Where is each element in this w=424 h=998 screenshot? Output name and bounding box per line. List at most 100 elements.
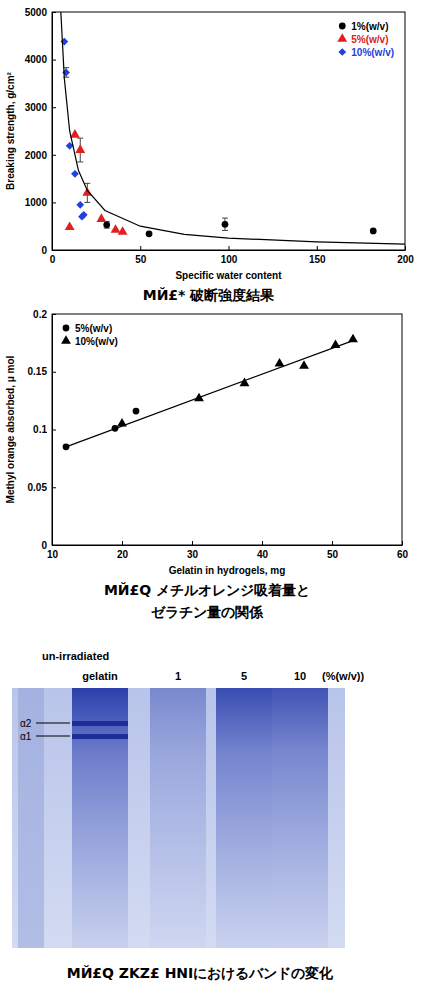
gel-lane bbox=[150, 688, 206, 948]
tick-mark bbox=[122, 541, 123, 545]
error-bar bbox=[104, 221, 110, 228]
legend-symbol bbox=[339, 23, 346, 30]
legend-symbol bbox=[338, 48, 346, 56]
gel-figure: un-irradiatedgelatin1510(%(w/v))α2α1MЙ£Q… bbox=[12, 650, 365, 981]
tick-mark bbox=[52, 12, 56, 13]
chart: 10203040506000.050.10.150.2Gelatin in hy… bbox=[5, 309, 408, 620]
tick-label: 50 bbox=[135, 254, 147, 265]
point bbox=[299, 360, 309, 369]
point bbox=[76, 201, 84, 209]
x-axis: 102030405060 bbox=[47, 541, 409, 560]
tick-mark bbox=[317, 246, 318, 250]
chart: 050100150200010002000300040005000Specifi… bbox=[5, 7, 414, 303]
tick-label: 0.1 bbox=[33, 424, 47, 435]
tick-mark bbox=[192, 541, 193, 545]
y-axis-title: Breaking strength, g/cm² bbox=[5, 71, 16, 189]
error-bar-line bbox=[84, 183, 90, 184]
point bbox=[133, 408, 140, 415]
tick-mark bbox=[52, 250, 56, 251]
point bbox=[275, 358, 285, 367]
gel-header: un-irradiated bbox=[42, 650, 109, 662]
tick-label: 0 bbox=[41, 540, 47, 551]
lane-label: gelatin bbox=[82, 670, 118, 682]
tick-label: 0.15 bbox=[28, 366, 48, 377]
axis-line bbox=[53, 545, 403, 546]
axis-line bbox=[53, 250, 406, 251]
gel-lane bbox=[272, 688, 328, 948]
point bbox=[222, 221, 229, 228]
tick: 1000 bbox=[25, 197, 56, 208]
tick: 0.2 bbox=[33, 309, 56, 320]
tick-label: 1000 bbox=[25, 197, 48, 208]
tick-mark bbox=[229, 246, 230, 250]
tick-label: 0 bbox=[41, 245, 47, 256]
point bbox=[70, 129, 80, 138]
tick: 0.05 bbox=[28, 482, 56, 493]
caption: MЙ£Q メチルオレンジ吸着量と bbox=[104, 582, 310, 598]
tick-label: 0.05 bbox=[28, 482, 48, 493]
tick: 40 bbox=[257, 541, 269, 560]
tick-label: 2000 bbox=[25, 150, 48, 161]
gel-lane bbox=[72, 688, 128, 948]
tick-label: 0.2 bbox=[33, 309, 47, 320]
ladder-lane bbox=[18, 688, 44, 948]
legend-label: 1%(w/v) bbox=[351, 21, 388, 32]
legend: 1%(w/v) 5%(w/v) 10%(w/v) bbox=[337, 21, 394, 58]
caption: MЙ£Q ZKZ£ HNIにおけるバンドの変化 bbox=[67, 965, 335, 981]
legend-entry: 10%(w/v) bbox=[338, 47, 394, 58]
tick: 50 bbox=[327, 541, 339, 560]
axis-line bbox=[52, 13, 53, 251]
tick-label: 150 bbox=[309, 254, 326, 265]
band-label: α1 bbox=[20, 731, 32, 742]
legend: 5%(w/v)10%(w/v) bbox=[61, 323, 118, 347]
tick-mark bbox=[52, 155, 56, 156]
gel-lane bbox=[216, 688, 272, 948]
lane-label: 10 bbox=[294, 670, 306, 682]
legend-label: 5%(w/v) bbox=[75, 323, 112, 334]
plot-frame bbox=[52, 12, 405, 250]
tick-label: 50 bbox=[327, 549, 339, 560]
point bbox=[96, 213, 106, 222]
tick-label: 20 bbox=[117, 549, 129, 560]
tick-mark bbox=[52, 314, 56, 315]
plot-frame bbox=[52, 314, 402, 545]
y-axis-title: Methyl orange absorbed, μ mol bbox=[5, 355, 16, 503]
tick-label: 100 bbox=[221, 254, 238, 265]
tick: 3000 bbox=[25, 102, 56, 113]
tick-mark bbox=[52, 202, 56, 203]
tick: 4000 bbox=[25, 54, 56, 65]
lane-label: 5 bbox=[241, 670, 247, 682]
tick-mark bbox=[262, 541, 263, 545]
legend-entry: 5%(w/v) bbox=[63, 323, 113, 334]
caption: MЙ£* 破断強度結果 bbox=[143, 287, 276, 303]
point bbox=[103, 221, 110, 228]
tick-label: 4000 bbox=[25, 54, 48, 65]
error-bar bbox=[222, 218, 228, 230]
point bbox=[75, 144, 85, 153]
point bbox=[65, 221, 75, 230]
plot-area bbox=[60, 12, 405, 244]
band-pointer bbox=[36, 736, 70, 737]
legend-symbol bbox=[61, 335, 71, 344]
band-pointer bbox=[36, 723, 70, 724]
tick-mark bbox=[52, 60, 56, 61]
band-label: α2 bbox=[20, 718, 32, 729]
tick-label: 0 bbox=[50, 254, 56, 265]
tick-label: 60 bbox=[397, 549, 409, 560]
y-axis: 0 1000 2000 3000 4000 5000 bbox=[25, 7, 56, 256]
tick: 150 bbox=[309, 246, 326, 265]
tick-label: 40 bbox=[257, 549, 269, 560]
fit-line bbox=[66, 341, 353, 447]
tick-mark bbox=[402, 541, 403, 545]
point bbox=[80, 211, 88, 219]
tick: 0 bbox=[41, 245, 56, 256]
page: 050100150200010002000300040005000Specifi… bbox=[0, 0, 424, 998]
tick-label: 30 bbox=[187, 549, 199, 560]
tick: 20 bbox=[117, 541, 129, 560]
tick: 60 bbox=[397, 541, 409, 560]
tick-label: 5000 bbox=[25, 7, 48, 18]
tick-mark bbox=[52, 545, 56, 546]
caption: ゼラチン量の関係 bbox=[151, 604, 264, 620]
legend-label: 10%(w/v) bbox=[351, 47, 394, 58]
legend-label: 5%(w/v) bbox=[351, 34, 388, 45]
